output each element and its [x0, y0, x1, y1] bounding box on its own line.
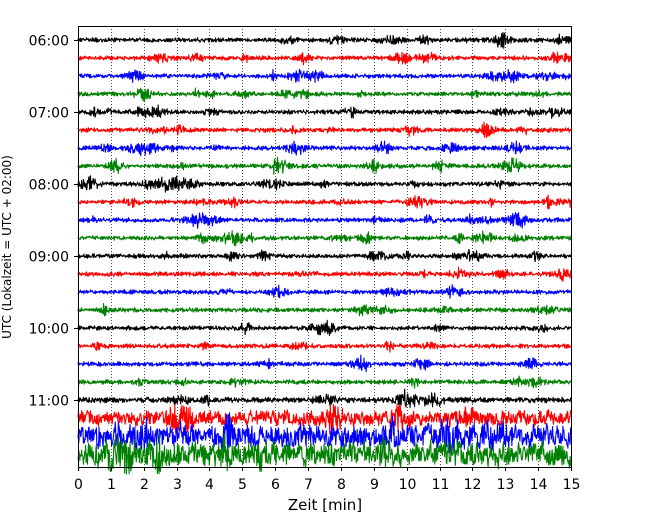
plot-frame	[78, 26, 572, 468]
x-tick-label: 2	[140, 477, 149, 493]
trace-1045	[77, 375, 572, 389]
x-tick-label: 9	[370, 477, 379, 493]
x-tick-label: 12	[464, 477, 482, 493]
trace-0930	[77, 284, 572, 299]
trace-1130	[77, 412, 572, 457]
trace-0600	[77, 31, 572, 49]
x-tick-label: 1	[107, 477, 116, 493]
trace-0845	[77, 230, 572, 247]
trace-0945	[77, 303, 572, 317]
trace-1100	[77, 388, 572, 408]
x-tick-label: 5	[238, 477, 247, 493]
x-tick-label: 8	[337, 477, 346, 493]
trace-1030	[77, 354, 572, 373]
y-tick-label: 08:00	[29, 178, 69, 194]
x-tick-label: 7	[304, 477, 313, 493]
x-tick-label: 11	[432, 477, 450, 493]
y-tick-label: 10:00	[29, 322, 69, 338]
trace-0915	[77, 266, 572, 282]
x-tick-label: 4	[205, 477, 214, 493]
x-tick-label: 15	[563, 477, 581, 493]
trace-0900	[77, 248, 572, 263]
seismic-traces	[77, 31, 572, 475]
y-axis-ticks: 06:00 07:00 08:00 09:00 10:00 11:00	[29, 34, 78, 410]
trace-1115	[77, 403, 572, 435]
trace-0630	[77, 68, 572, 84]
y-tick-label: 06:00	[29, 34, 69, 50]
trace-0800	[77, 175, 572, 193]
trace-0830	[77, 212, 572, 229]
x-axis-label: Zeit [min]	[288, 496, 362, 514]
trace-0815	[77, 194, 572, 210]
trace-1015	[77, 340, 572, 353]
x-tick-label: 6	[271, 477, 280, 493]
trace-0700	[77, 104, 572, 119]
trace-1000	[77, 319, 572, 337]
trace-0715	[77, 121, 572, 139]
y-tick-label: 09:00	[29, 250, 69, 266]
x-tick-label: 3	[173, 477, 182, 493]
trace-0615	[77, 51, 572, 66]
x-tick-label: 10	[399, 477, 417, 493]
trace-1145	[77, 431, 572, 475]
trace-0730	[77, 140, 572, 157]
x-tick-label: 0	[74, 477, 83, 493]
y-axis-label: UTC (Lokalzeit = UTC + 02:00)	[0, 155, 14, 339]
y-tick-label: 11:00	[29, 394, 69, 410]
x-tick-label: 14	[530, 477, 548, 493]
x-axis-ticks: 0 1 2 3 4 5 6 7 8 9 10 11 12 13 14 15	[74, 467, 580, 493]
x-tick-label: 13	[497, 477, 515, 493]
trace-0745	[77, 156, 572, 175]
trace-0645	[77, 87, 572, 103]
y-tick-label: 07:00	[29, 106, 69, 122]
